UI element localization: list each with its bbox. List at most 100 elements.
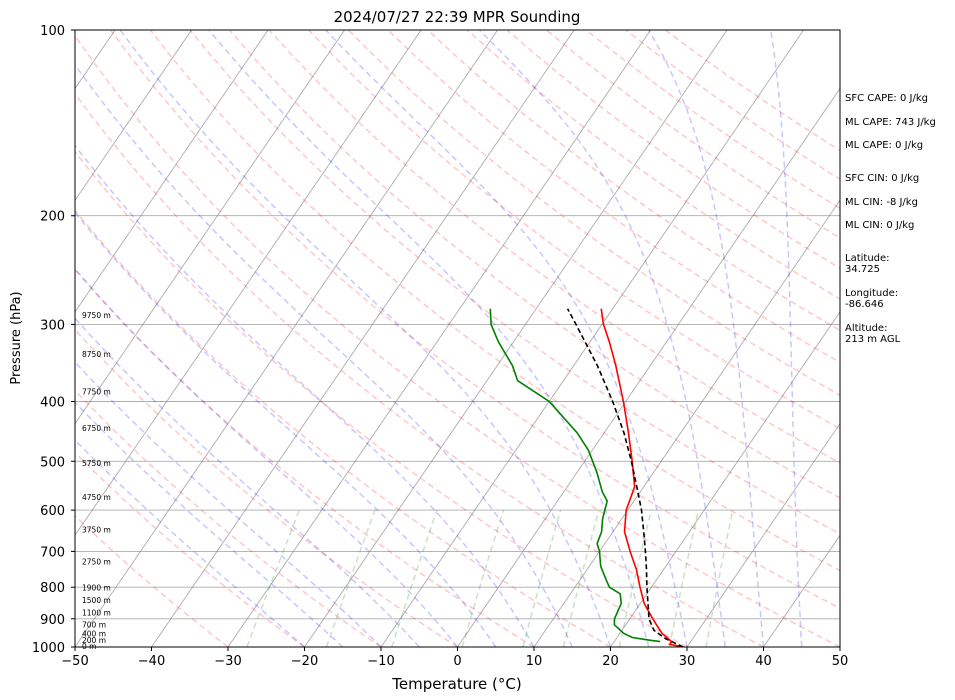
y-tick-label: 800 (40, 581, 65, 596)
isotherm-line (75, 30, 192, 202)
x-tick-label: 40 (755, 654, 772, 669)
isotherm-line (75, 30, 422, 537)
dry-adiabat-line (75, 209, 611, 647)
isotherm-line (533, 199, 840, 647)
x-tick-label: 10 (526, 654, 543, 669)
height-label: 4750 m (82, 493, 111, 502)
height-label: 7750 m (82, 388, 111, 397)
isotherm-line (380, 30, 804, 647)
moist-adiabat-line (75, 438, 305, 647)
x-tick-label: 30 (679, 654, 696, 669)
y-tick-label: 900 (40, 613, 65, 628)
isotherm-line (686, 422, 840, 647)
moist-adiabat-line (75, 401, 344, 647)
dry-adiabat-line (75, 34, 840, 647)
temperature-line (600, 308, 684, 647)
isotherm-line (304, 30, 728, 647)
mixing-ratio-line (705, 509, 734, 647)
isotherm-line (75, 30, 498, 647)
background-lines (75, 30, 840, 647)
height-label: 8750 m (82, 350, 111, 359)
moist-adiabat-line (208, 30, 650, 647)
dry-adiabat-line (228, 30, 840, 499)
height-label: 0 m (82, 642, 96, 651)
chart-title: 2024/07/27 22:39 MPR Sounding (334, 8, 581, 26)
annotation-ml-cin-2: ML CIN: 0 J/kg (845, 220, 915, 231)
x-tick-label: −50 (61, 654, 88, 669)
height-label: 1100 m (82, 608, 111, 617)
height-label: 400 m (82, 630, 106, 639)
y-tick-label: 700 (40, 545, 65, 560)
height-label: 9750 m (82, 311, 111, 320)
y-tick-label: 500 (40, 455, 65, 470)
y-tick-label: 400 (40, 395, 65, 410)
height-label: 5750 m (82, 459, 111, 468)
dry-adiabat-line (189, 30, 840, 535)
height-label: 1900 m (82, 584, 111, 593)
x-tick-label: 20 (602, 654, 619, 669)
mixing-ratio-line (325, 509, 376, 647)
moist-adiabat-line (75, 211, 497, 647)
isotherm-line (457, 87, 840, 647)
moist-adiabat-line (119, 30, 612, 647)
moist-adiabat-line (75, 144, 535, 647)
parcel-line (566, 308, 684, 647)
annotation-sfc-cape: SFC CAPE: 0 J/kg (845, 93, 928, 104)
annotation-sfc-cin: SFC CIN: 0 J/kg (845, 173, 920, 184)
dry-adiabat-line (75, 150, 688, 647)
plot-frame (74, 29, 841, 648)
annotation-latitude: Latitude: 34.725 (845, 253, 890, 275)
isotherm-line (75, 30, 269, 313)
profile-lines (489, 308, 684, 647)
moist-adiabat-line (478, 30, 727, 647)
annotation-ml-cape-1: ML CAPE: 743 J/kg (845, 117, 936, 128)
mixing-ratio-line (246, 509, 301, 647)
x-tick-label: −20 (291, 654, 318, 669)
y-tick-label: 1000 (32, 641, 65, 656)
x-tick-label: 0 (453, 654, 461, 669)
annotation-ml-cape-2: ML CAPE: 0 J/kg (845, 140, 924, 151)
mixing-ratio-line (522, 509, 562, 647)
x-tick-label: −40 (138, 654, 165, 669)
x-axis-ticks: −50 −40 −30 −20 −10 0 10 20 30 40 50 (61, 647, 848, 669)
height-label: 2750 m (82, 557, 111, 566)
isotherm-line (763, 534, 840, 647)
dry-adiabat-line (427, 30, 840, 332)
x-tick-label: −10 (367, 654, 394, 669)
dry-adiabat-line (75, 328, 458, 647)
height-label: 6750 m (82, 424, 111, 433)
mixing-ratio-line (668, 509, 700, 647)
mixing-ratio-line (391, 509, 438, 647)
annotation-ml-cin-1: ML CIN: -8 J/kg (845, 197, 918, 208)
y-axis-ticks: 100 200 300 400 500 600 700 800 900 1000 (32, 24, 75, 656)
dry-adiabat-line (75, 92, 764, 647)
y-tick-label: 300 (40, 318, 65, 333)
dry-adiabat-line (75, 268, 535, 647)
height-label: 1500 m (82, 596, 111, 605)
moist-adiabat-line (647, 30, 765, 647)
isotherm-line (151, 30, 575, 647)
moist-adiabat-line (75, 317, 420, 647)
moist-adiabat-line (769, 30, 803, 647)
dewpoint-line (489, 308, 661, 643)
x-tick-label: 50 (832, 654, 849, 669)
dry-adiabat-line (109, 30, 840, 610)
dry-adiabat-line (268, 30, 840, 464)
height-label: 700 m (82, 621, 106, 630)
moist-adiabat-line (75, 361, 382, 647)
dry-adiabat-line (149, 30, 840, 572)
isotherm-line (227, 30, 651, 647)
height-label: 200 m (82, 636, 106, 645)
dry-adiabat-line (75, 389, 382, 647)
y-tick-label: 100 (40, 24, 65, 39)
mixing-ratio-line (461, 509, 505, 647)
y-tick-label: 200 (40, 210, 65, 225)
mixing-ratio-line (562, 509, 600, 647)
annotation-altitude: Altitude: 213 m AGL (845, 323, 901, 345)
moist-adiabat-line (325, 30, 688, 647)
y-tick-label: 600 (40, 504, 65, 519)
y-axis-label: Pressure (hPa) (9, 291, 24, 384)
mixing-ratio-line (618, 509, 653, 647)
dry-adiabat-line (387, 30, 840, 364)
